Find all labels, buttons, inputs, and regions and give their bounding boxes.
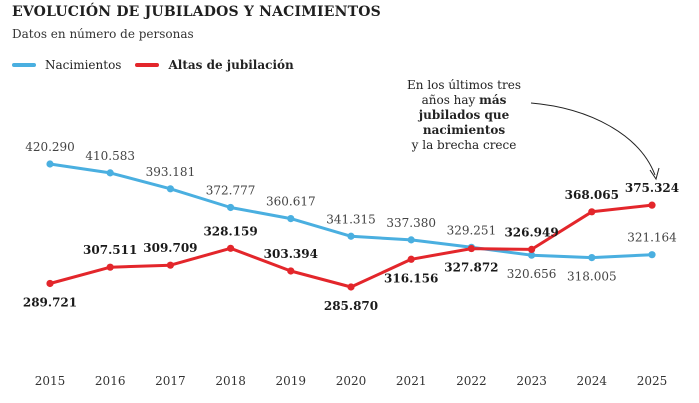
x-tick-label-2020: 2020	[336, 374, 367, 388]
x-tick-label-2018: 2018	[215, 374, 246, 388]
annotation-arrow	[530, 102, 656, 176]
data-point-jubilacion-2017	[166, 261, 174, 269]
data-label-jubilacion-2019: 303.394	[264, 247, 318, 261]
legend-label-jubilacion: Altas de jubilación	[168, 58, 294, 72]
x-tick-label-2025: 2025	[637, 374, 668, 388]
x-tick-label-2021: 2021	[396, 374, 427, 388]
data-label-jubilacion-2015: 289.721	[23, 295, 77, 309]
data-point-nacimientos-2020	[347, 232, 355, 240]
data-point-jubilacion-2019	[287, 267, 295, 275]
data-point-nacimientos-2021	[407, 236, 415, 244]
chart-subtitle: Datos en número de personas	[12, 27, 194, 41]
x-axis: 2015 2016 2017 2018 2019 2020 2021 2022 2023 2024…	[35, 374, 668, 388]
data-point-jubilacion-2025	[648, 201, 656, 209]
annotation-line-2-bold: más	[479, 93, 507, 107]
data-point-nacimientos-2016	[106, 169, 114, 177]
data-point-nacimientos-2015	[46, 160, 54, 168]
data-point-nacimientos-2019	[287, 215, 295, 223]
legend-swatch-jubilacion	[135, 63, 160, 67]
data-point-nacimientos-2023	[528, 251, 536, 259]
annotation-line-4: nacimientos	[402, 123, 526, 138]
data-label-jubilacion-2016: 307.511	[83, 243, 137, 257]
data-label-jubilacion-2022: 327.872	[444, 261, 498, 275]
data-point-nacimientos-2018	[227, 203, 235, 212]
legend-swatch-nacimientos	[12, 63, 36, 67]
data-label-nacimientos-2018: 372.777	[206, 183, 256, 197]
series-points	[46, 160, 656, 291]
data-point-jubilacion-2023	[528, 245, 536, 254]
data-label-jubilacion-2020: 285.870	[324, 299, 378, 313]
chart-annotation: En los últimos tres años hay más jubilad…	[402, 78, 526, 153]
x-tick-label-2022: 2022	[456, 374, 487, 388]
data-point-jubilacion-2016	[106, 263, 114, 271]
data-point-nacimientos-2024	[588, 253, 596, 262]
chart-legend: Nacimientos Altas de jubilación	[12, 56, 308, 74]
data-label-jubilacion-2025: 375.324	[625, 181, 679, 195]
annotation-line-3: jubilados que	[402, 108, 526, 123]
legend-item-jubilacion: Altas de jubilación	[135, 58, 294, 72]
x-tick-label-2019: 2019	[276, 374, 307, 388]
annotation-arrowhead-icon	[649, 167, 660, 181]
x-tick-label-2016: 2016	[95, 374, 126, 388]
annotation-line-3-bold: jubilados que	[418, 108, 510, 122]
data-label-nacimientos-2025: 321.164	[627, 231, 677, 245]
data-label-jubilacion-2024: 368.065	[565, 188, 619, 202]
annotation-line-1: En los últimos tres	[407, 78, 521, 92]
legend-item-nacimientos: Nacimientos	[12, 58, 121, 72]
data-point-jubilacion-2022	[467, 244, 475, 253]
data-point-jubilacion-2021	[407, 255, 415, 263]
data-label-jubilacion-2021: 316.156	[384, 271, 438, 285]
series-line-nacimientos	[48, 162, 654, 260]
data-labels: 420.290 410.583 393.181 372.777 360.617 341.3…	[23, 140, 679, 313]
data-point-jubilacion-2018	[227, 244, 235, 252]
data-label-nacimientos-2016: 410.583	[85, 149, 135, 163]
legend-label-nacimientos: Nacimientos	[45, 58, 122, 72]
annotation-line-2: años hay más	[402, 93, 526, 108]
x-tick-label-2024: 2024	[577, 374, 608, 388]
annotation-line-5: y la brecha crece	[411, 138, 517, 152]
data-label-jubilacion-2023: 326.949	[504, 225, 558, 239]
data-point-nacimientos-2017	[166, 185, 174, 193]
data-point-jubilacion-2020	[347, 283, 355, 291]
data-label-nacimientos-2020: 341.315	[326, 212, 376, 226]
x-tick-label-2017: 2017	[155, 374, 186, 388]
data-label-jubilacion-2018: 328.159	[203, 224, 257, 238]
data-point-jubilacion-2024	[588, 208, 596, 216]
data-label-nacimientos-2023: 320.656	[507, 267, 557, 281]
data-label-nacimientos-2024: 318.005	[567, 270, 617, 284]
x-tick-label-2015: 2015	[35, 374, 66, 388]
data-label-nacimientos-2021: 337.380	[386, 216, 436, 230]
x-tick-label-2023: 2023	[516, 374, 547, 388]
data-point-nacimientos-2025	[648, 251, 656, 259]
data-point-jubilacion-2015	[46, 279, 54, 288]
data-label-nacimientos-2017: 393.181	[146, 165, 196, 179]
data-label-nacimientos-2022: 329.251	[447, 223, 497, 237]
annotation-line-2-text: años hay	[421, 93, 480, 107]
annotation-line-4-bold: nacimientos	[422, 123, 506, 137]
data-label-nacimientos-2015: 420.290	[25, 140, 75, 154]
data-label-nacimientos-2019: 360.617	[266, 195, 316, 209]
data-label-jubilacion-2017: 309.709	[143, 241, 197, 255]
chart-title: EVOLUCIÓN DE JUBILADOS Y NACIMIENTOS	[12, 4, 381, 20]
